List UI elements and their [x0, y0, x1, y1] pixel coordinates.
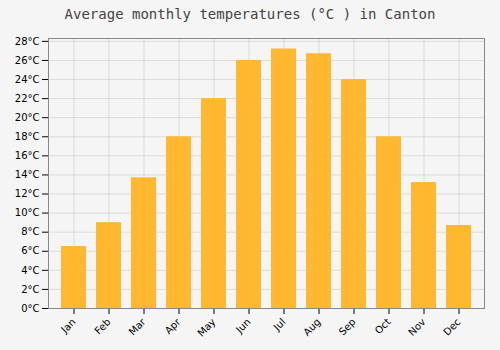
- svg-text:10°C: 10°C: [15, 207, 40, 218]
- svg-text:4°C: 4°C: [21, 265, 39, 276]
- svg-text:16°C: 16°C: [15, 150, 40, 161]
- svg-text:Sep: Sep: [337, 316, 358, 337]
- svg-text:Aug: Aug: [301, 316, 323, 338]
- svg-text:8°C: 8°C: [21, 226, 39, 237]
- svg-text:May: May: [195, 316, 217, 338]
- svg-text:Jun: Jun: [233, 316, 253, 336]
- svg-text:22°C: 22°C: [15, 93, 40, 104]
- svg-text:0°C: 0°C: [21, 303, 39, 314]
- svg-text:18°C: 18°C: [15, 131, 40, 142]
- html-text:Average monthly temperatures (: Average monthly temperatures (°C ) in Ca…: [64, 6, 436, 22]
- svg-text:14°C: 14°C: [15, 169, 40, 180]
- svg-text:Feb: Feb: [92, 316, 112, 336]
- svg-text:28°C: 28°C: [15, 36, 40, 47]
- svg-text:Mar: Mar: [127, 316, 149, 338]
- svg-text:Apr: Apr: [163, 316, 184, 337]
- svg-text:Jan: Jan: [58, 316, 77, 335]
- svg-text:12°C: 12°C: [15, 188, 40, 199]
- svg-text:Nov: Nov: [406, 316, 428, 338]
- svg-text:24°C: 24°C: [15, 74, 40, 85]
- svg-text:6°C: 6°C: [21, 245, 39, 256]
- svg-text:26°C: 26°C: [15, 55, 40, 66]
- svg-text:Oct: Oct: [373, 316, 393, 336]
- svg-text:20°C: 20°C: [15, 112, 40, 123]
- svg-text:Dec: Dec: [441, 316, 462, 337]
- svg-text:2°C: 2°C: [21, 284, 39, 295]
- svg-text:Jul: Jul: [271, 316, 288, 333]
